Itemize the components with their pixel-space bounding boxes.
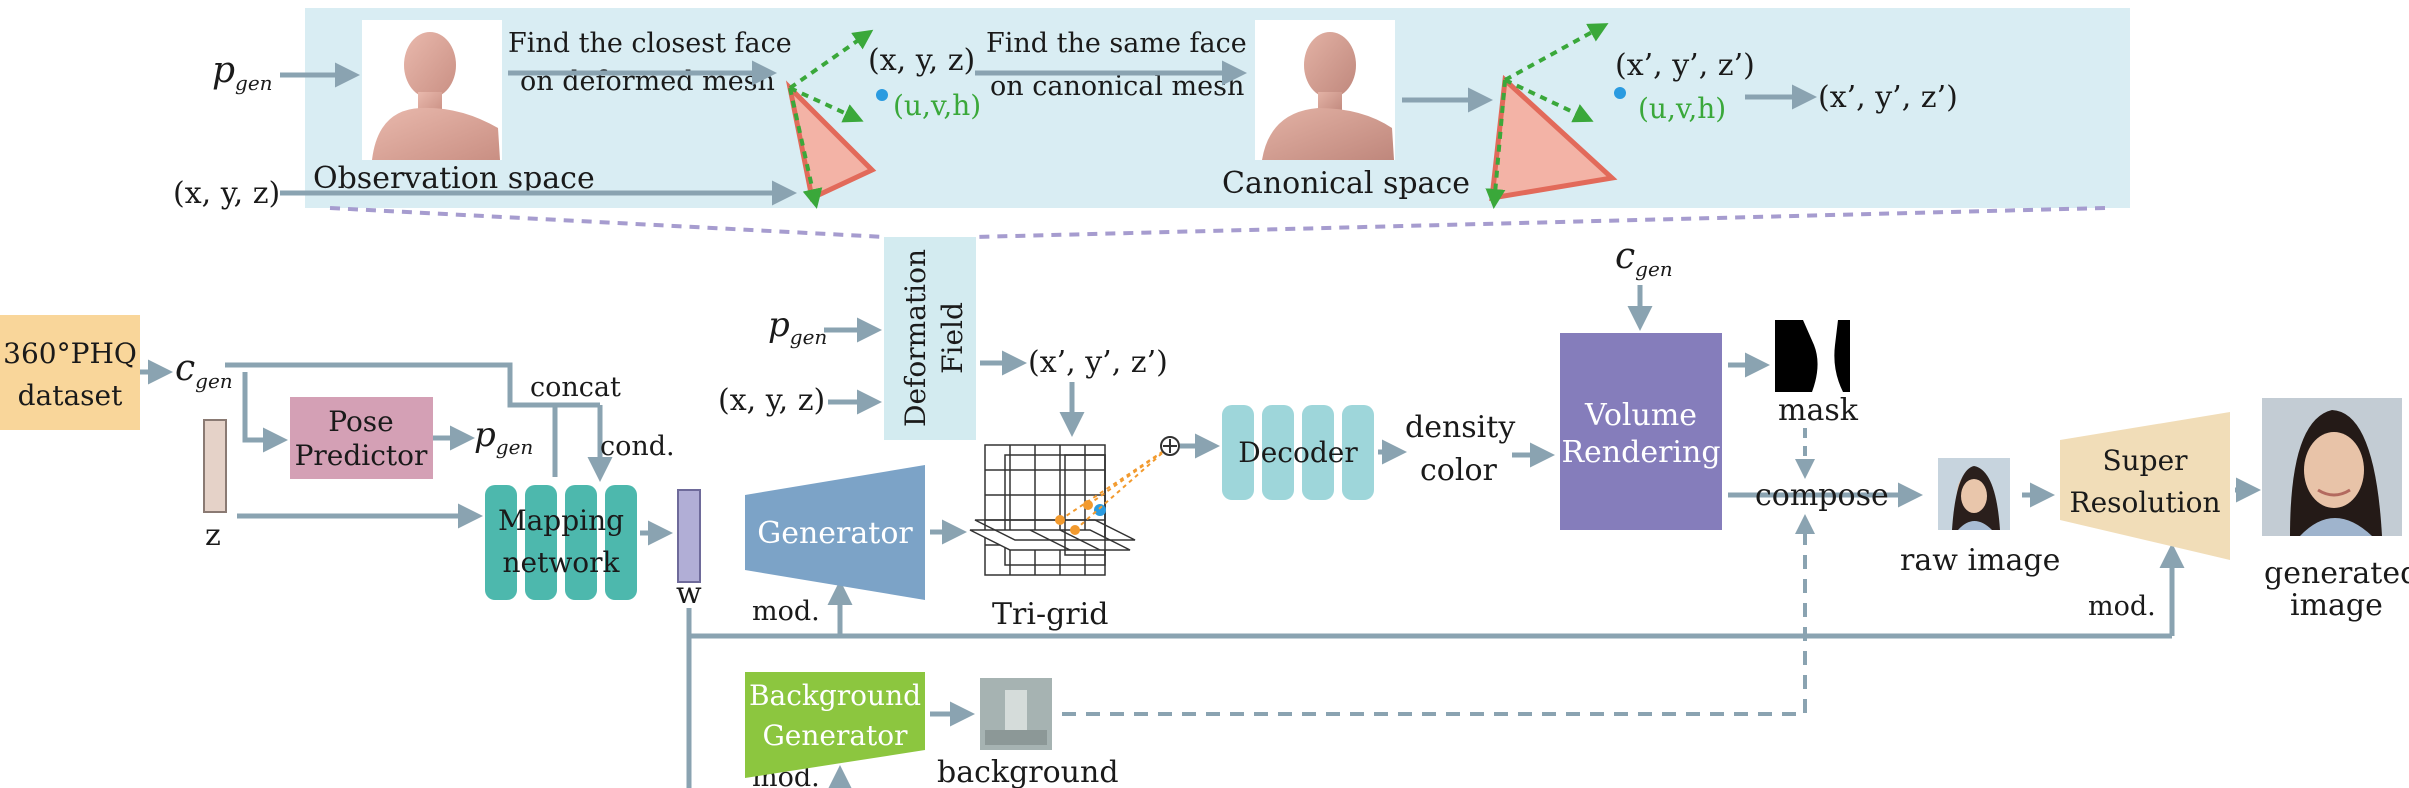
human-mesh-icon <box>1255 20 1395 160</box>
zoom-line-right <box>974 206 2106 239</box>
mask-label: mask <box>1778 393 1859 428</box>
top-uvh2: (u,v,h) <box>1638 92 1726 125</box>
pose-line1: Pose <box>328 405 394 438</box>
background-label: background <box>937 755 1119 788</box>
generated-line2: image <box>2290 588 2383 623</box>
canonical-triangle <box>1485 23 1618 209</box>
canonical-space-label: Canonical space <box>1222 166 1470 201</box>
portrait-image <box>1938 458 2010 530</box>
human-mesh-icon <box>362 20 502 160</box>
compose-label: compose <box>1755 478 1889 513</box>
mod-label-2: mod. <box>2088 591 2156 622</box>
zoom-line-left <box>329 206 886 239</box>
top-uvh: (u,v,h) <box>893 89 981 122</box>
deformation-line1: Deformation <box>899 249 932 427</box>
vr-line2: Rendering <box>1561 435 1720 470</box>
top-panel <box>305 8 2130 208</box>
find-same-line2: on canonical mesh <box>990 71 1244 102</box>
generator-label: Generator <box>757 516 913 551</box>
w-bar <box>677 489 701 583</box>
c-gen-label: cgen <box>175 348 233 393</box>
generated-line1: generated <box>2264 556 2409 591</box>
z-bar <box>203 419 227 513</box>
point-icon <box>1614 87 1626 99</box>
generator-shape <box>745 465 925 600</box>
arrow-c-concat <box>225 362 558 477</box>
sum-icon <box>1160 436 1180 456</box>
portrait-image <box>2262 398 2402 536</box>
top-out-xyz-prime: (x’, y’, z’) <box>1818 80 1958 115</box>
point-icon <box>876 89 888 101</box>
def-xyz: (x, y, z) <box>718 383 825 418</box>
top-xyz-input: (x, y, z) <box>173 176 280 211</box>
mapping-network <box>485 485 637 600</box>
volume-rendering-box <box>1560 333 1722 530</box>
def-p-gen: pgen <box>768 305 827 349</box>
sr-line2: Resolution <box>2070 486 2221 519</box>
concat-label: concat <box>530 372 621 403</box>
cond-label: cond. <box>600 431 675 462</box>
tri-grid-icon <box>969 444 1136 576</box>
arrow-bg-compose <box>1062 514 1815 716</box>
mapping-line2: network <box>502 546 620 579</box>
background-generator-shape <box>745 672 925 778</box>
vr-c-gen: cgen <box>1615 236 1673 281</box>
deformation-line2: Field <box>936 302 969 374</box>
sr-line1: Super <box>2102 444 2188 477</box>
mask-image <box>1775 320 1850 392</box>
feature-line-2 <box>1087 447 1169 506</box>
pose-predictor-box <box>290 397 433 479</box>
bg-line1: Background <box>749 679 921 712</box>
def-out-label: (x’, y’, z’) <box>1028 345 1168 380</box>
top-p-gen: pgen <box>212 50 273 95</box>
raw-image-label: raw image <box>1900 543 2060 578</box>
vr-line1: Volume <box>1584 398 1697 433</box>
deformed-triangle <box>785 29 877 209</box>
find-same-line1: Find the same face <box>986 28 1247 59</box>
mapping-line1: Mapping <box>498 504 624 537</box>
pose-line2: Predictor <box>295 439 428 472</box>
mod-label-1: mod. <box>752 596 820 627</box>
background-image <box>980 678 1052 750</box>
dataset-line1: 360°PHQ <box>3 337 137 370</box>
density-label: density <box>1405 410 1515 445</box>
z-label: z <box>205 518 221 553</box>
decoder-shape <box>1222 405 1374 500</box>
w-label: w <box>676 576 702 611</box>
super-resolution-shape <box>2060 412 2230 560</box>
bg-line2: Generator <box>762 719 908 752</box>
top-xyz-prime: (x’, y’, z’) <box>1615 48 1755 83</box>
observation-space-label: Observation space <box>313 161 595 196</box>
dataset-box <box>0 315 140 430</box>
decoder-label: Decoder <box>1238 436 1358 469</box>
pose-p-gen: pgen <box>474 415 533 459</box>
color-label: color <box>1420 453 1498 488</box>
find-closest-line1: Find the closest face <box>508 28 792 59</box>
tri-grid-label: Tri-grid <box>992 597 1108 632</box>
deformation-field-box <box>884 237 976 440</box>
point-icon <box>1094 504 1106 516</box>
feature-line-1 <box>1059 447 1169 521</box>
arrow-c-pose <box>242 372 288 453</box>
top-xyz: (x, y, z) <box>868 43 975 78</box>
dataset-line2: dataset <box>18 379 124 412</box>
